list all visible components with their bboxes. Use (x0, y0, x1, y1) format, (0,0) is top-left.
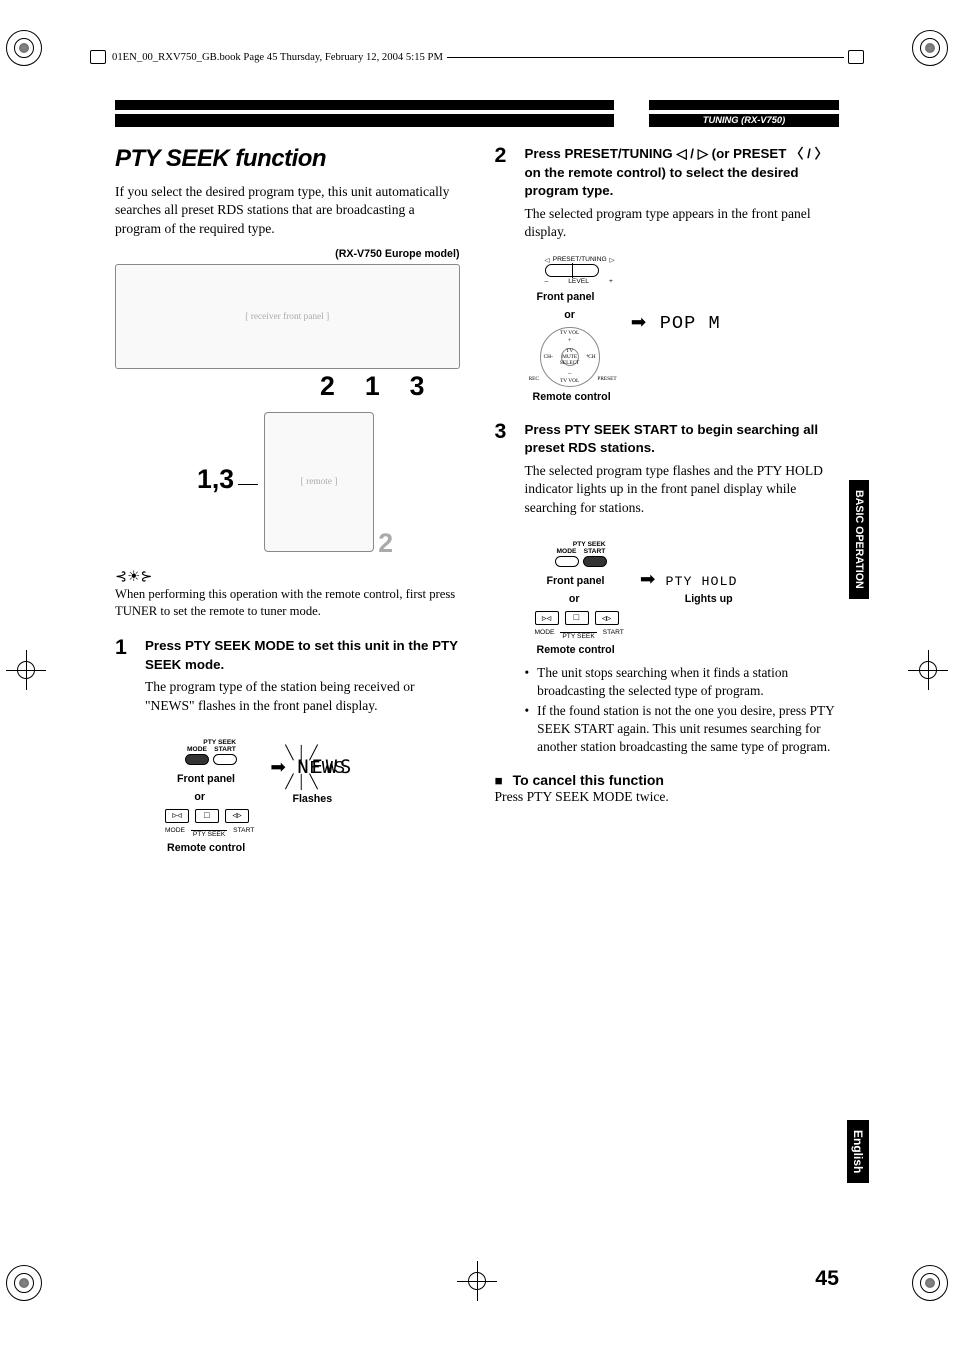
remote-control-label: Remote control (167, 842, 254, 854)
bullet-item: The unit stops searching when it finds a… (525, 664, 840, 700)
pty-seek-label: PTY SEEK (555, 541, 624, 548)
hint-text: When performing this operation with the … (115, 586, 460, 619)
front-panel-label: Front panel (547, 575, 624, 587)
rc-stop-icon: □ (565, 611, 589, 625)
mode-label: MODE (555, 548, 579, 555)
rc-start-label: START (603, 629, 624, 640)
step-number: 1 (115, 637, 131, 854)
rc-next-icon: ◃▹ (225, 809, 249, 823)
or-label: or (525, 593, 624, 605)
callout-num: 3 (410, 371, 425, 402)
hint-icon: ⊰☀⊱ (115, 568, 460, 586)
dpad-icon: TV VOL + CH – TV MUTE SELECT + CH – TV V… (540, 327, 600, 387)
step-3-body: The selected program type flashes and th… (525, 462, 840, 517)
book-header-text: 01EN_00_RXV750_GB.book Page 45 Thursday,… (112, 52, 443, 63)
section-header-label: TUNING (RX-V750) (649, 114, 839, 127)
lcd-pty-hold: PTY HOLD (665, 575, 737, 590)
remote-callout-13: 1,3 (197, 464, 234, 495)
rc-mode-label: MODE (535, 629, 555, 640)
intro-text: If you select the desired program type, … (115, 183, 460, 238)
side-tab-basic: BASIC OPERATION (849, 480, 869, 599)
preset-tuning-label: PRESET/TUNING (553, 256, 607, 263)
bullet-item: If the found station is not the one you … (525, 702, 840, 756)
crop-mark-mr (908, 650, 948, 690)
arrow-icon: ➡ (270, 757, 286, 778)
start-button-icon (213, 754, 237, 765)
preset-tuning-button-icon (545, 264, 599, 277)
tri-right-icon: ▷ (610, 256, 615, 264)
mode-button-icon (185, 754, 209, 765)
book-header: 01EN_00_RXV750_GB.book Page 45 Thursday,… (90, 50, 864, 64)
rc-start-label: START (233, 827, 254, 838)
header-bar-thin (115, 100, 839, 110)
pty-seek-label: PTY SEEK (185, 739, 254, 746)
start-button-icon (583, 556, 607, 567)
or-label: or (525, 309, 615, 321)
remote-callout-2: 2 (378, 528, 393, 559)
remote-illustration: [ remote ] 2 (264, 412, 374, 552)
step-number: 3 (495, 421, 511, 758)
left-column: PTY SEEK function If you select the desi… (115, 145, 460, 854)
rc-stop-icon: □ (195, 809, 219, 823)
step-1: 1 Press PTY SEEK MODE to set this unit i… (115, 637, 460, 854)
rc-prev-icon: ▹◃ (165, 809, 189, 823)
step-1-head: Press PTY SEEK MODE to set this unit in … (145, 637, 460, 674)
step-2-body: The selected program type appears in the… (525, 205, 840, 242)
arrow-icon: ➡ (631, 312, 647, 333)
cancel-body: Press PTY SEEK MODE twice. (495, 788, 840, 806)
step-1-body: The program type of the station being re… (145, 678, 460, 715)
rc-pty-label: PTY SEEK (193, 831, 225, 838)
crop-mark-bl (6, 1265, 42, 1301)
device-callout-numbers: 2 1 3 (115, 371, 460, 402)
level-label: LEVEL (568, 278, 589, 285)
crop-mark-tl (6, 30, 42, 66)
step-2-head: Press PRESET/TUNING ◁ / ▷ (or PRESET 〈 /… (525, 145, 840, 201)
lights-up-label: Lights up (680, 593, 738, 605)
rc-next-icon: ◃▹ (595, 611, 619, 625)
flashes-label: Flashes (270, 793, 354, 805)
book-icon (90, 50, 106, 64)
lcd-pop-m: POP M (660, 312, 721, 334)
start-label: START (213, 746, 237, 753)
tri-left-icon: ◁ (545, 256, 550, 264)
mode-label: MODE (185, 746, 209, 753)
start-label: START (583, 548, 607, 555)
function-title: PTY SEEK function (115, 145, 460, 173)
front-panel-label: Front panel (537, 291, 615, 303)
arrow-icon: ➡ (640, 569, 656, 590)
step-2: 2 Press PRESET/TUNING ◁ / ▷ (or PRESET 〈… (495, 145, 840, 403)
side-tab-english: English (847, 1120, 869, 1183)
step-number: 2 (495, 145, 511, 403)
front-panel-label: Front panel (177, 773, 254, 785)
remote-control-label: Remote control (537, 644, 624, 656)
rc-mode-label: MODE (165, 827, 185, 838)
crop-mark-br (912, 1265, 948, 1301)
receiver-illustration: [ receiver front panel ] (115, 264, 460, 369)
step-3: 3 Press PTY SEEK START to begin searchin… (495, 421, 840, 758)
callout-num: 1 (365, 371, 380, 402)
right-column: 2 Press PRESET/TUNING ◁ / ▷ (or PRESET 〈… (495, 145, 840, 854)
crop-mark-ml (6, 650, 46, 690)
callout-num: 2 (320, 371, 335, 402)
rc-pty-label: PTY SEEK (562, 633, 594, 640)
crop-mark-tr (912, 30, 948, 66)
or-label: or (145, 791, 254, 803)
rc-prev-icon: ▹◃ (535, 611, 559, 625)
section-header: TUNING (RX-V750) (115, 114, 839, 127)
model-caption: (RX-V750 Europe model) (115, 248, 460, 260)
book-icon-right (848, 50, 864, 64)
cancel-heading: To cancel this function (495, 772, 840, 788)
dpad-center-label: TV MUTE SELECT (561, 348, 579, 366)
step-3-head: Press PTY SEEK START to begin searching … (525, 421, 840, 458)
remote-control-label: Remote control (533, 391, 615, 403)
mode-button-icon (555, 556, 579, 567)
page-number: 45 (815, 1266, 839, 1291)
remote-row: 1,3 [ remote ] 2 (115, 402, 460, 556)
